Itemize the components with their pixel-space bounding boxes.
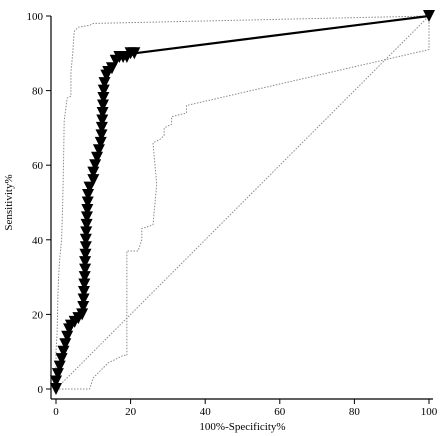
roc-point-marker — [51, 368, 64, 381]
roc-point-marker — [50, 383, 62, 395]
roc-point-marker — [97, 84, 110, 97]
y-axis-title: Sensitivity% — [3, 174, 15, 230]
roc-point-marker — [61, 330, 74, 343]
x-tick-label: 100 — [421, 406, 438, 418]
roc-point-marker — [77, 300, 90, 313]
y-tick-label: 80 — [32, 86, 44, 98]
roc-point-marker — [77, 286, 90, 299]
y-tick-label: 0 — [38, 384, 44, 396]
roc-point-marker — [81, 196, 94, 209]
roc-point-marker — [96, 114, 109, 127]
roc-point-marker — [91, 151, 104, 164]
roc-point-marker — [79, 233, 92, 246]
x-tick-label: 40 — [200, 406, 212, 418]
ci-upper-line — [55, 15, 430, 389]
roc-point-marker — [80, 218, 93, 231]
roc-point-marker — [97, 92, 110, 105]
chart-axes — [50, 16, 433, 400]
x-axis-title: 100%-Specificity% — [199, 421, 285, 433]
roc-point-marker — [95, 121, 108, 134]
roc-point-marker — [78, 271, 91, 284]
y-tick-label: 100 — [27, 11, 44, 23]
roc-point-marker — [53, 360, 66, 373]
roc-point-marker — [57, 345, 70, 358]
roc-point-marker — [81, 203, 94, 216]
roc-point-marker — [80, 226, 93, 239]
roc-point-marker — [128, 47, 141, 60]
x-tick-label: 60 — [274, 406, 286, 418]
roc-point-marker — [55, 353, 68, 366]
roc-point-marker — [423, 10, 435, 22]
roc-point-marker — [98, 77, 111, 90]
roc-point-marker — [59, 338, 72, 351]
roc-point-marker — [79, 241, 92, 254]
roc-point-marker — [79, 248, 92, 261]
roc-point-marker — [95, 129, 108, 142]
y-tick-label: 20 — [32, 309, 44, 321]
roc-point-marker — [96, 106, 109, 119]
roc-point-marker — [87, 174, 100, 187]
roc-point-marker — [96, 99, 109, 112]
roc-point-marker — [89, 159, 102, 172]
roc-point-marker — [79, 263, 92, 276]
roc-point-marker — [92, 144, 105, 157]
roc-point-marker — [80, 211, 93, 224]
x-tick-label: 0 — [53, 406, 59, 418]
roc-markers — [50, 10, 435, 395]
y-tick-label: 60 — [32, 160, 44, 172]
roc-point-marker — [82, 189, 95, 202]
roc-point-marker — [94, 136, 107, 149]
x-tick-label: 20 — [125, 406, 137, 418]
y-tick-label: 40 — [32, 235, 44, 247]
reference-line — [55, 15, 430, 390]
roc-point-marker — [87, 166, 100, 179]
ci-lower-line — [56, 16, 430, 390]
roc-point-marker — [76, 308, 89, 321]
axis-ticks: 0 20 40 60 80 100 0 20 40 60 80 100 — [27, 11, 438, 418]
roc-point-marker — [78, 278, 91, 291]
roc-point-marker — [50, 375, 62, 388]
x-tick-label: 80 — [349, 406, 361, 418]
roc-point-marker — [79, 256, 92, 269]
roc-point-marker — [77, 293, 90, 306]
